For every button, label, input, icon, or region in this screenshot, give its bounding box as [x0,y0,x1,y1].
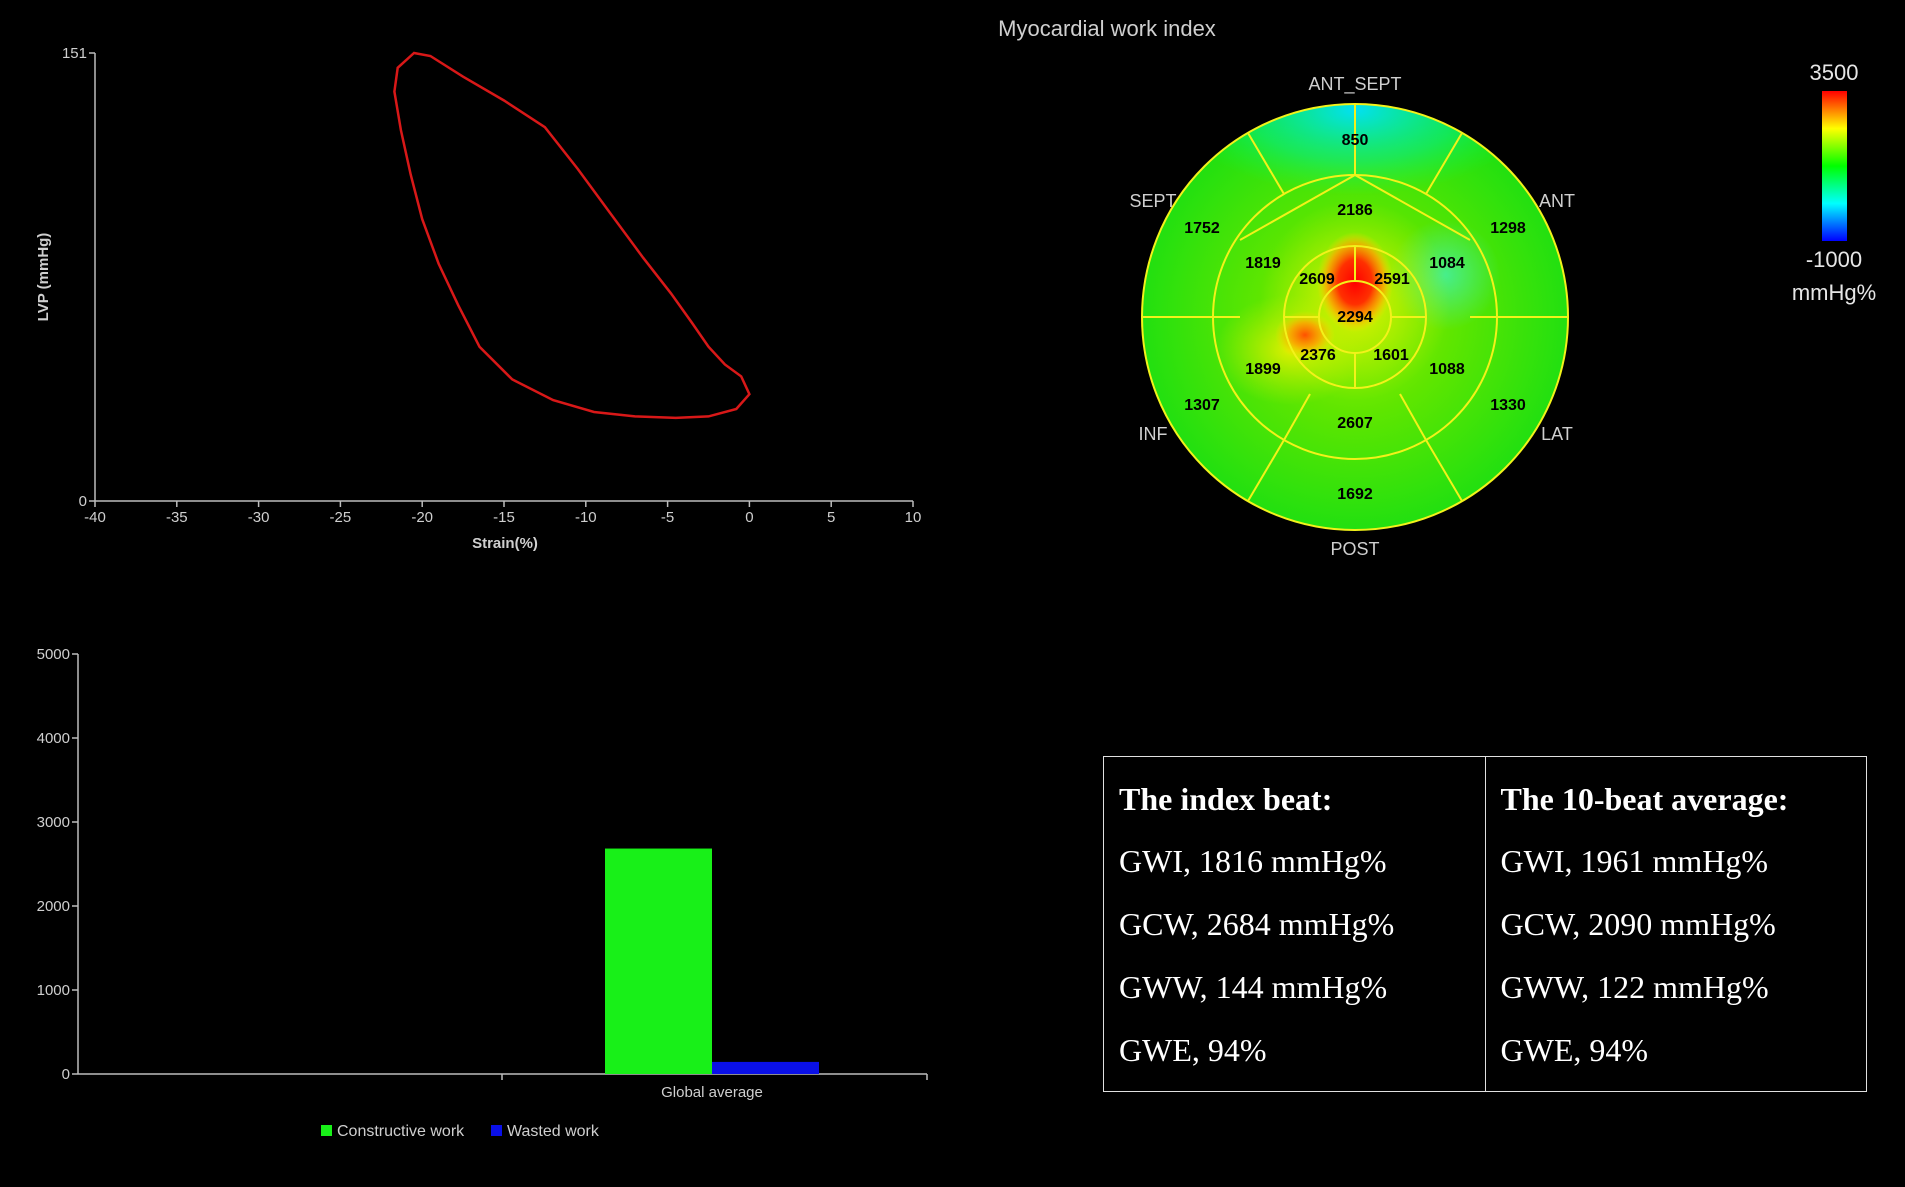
loop-x-tick-label: 5 [827,509,835,526]
average-gww: GWW, 122 mmHg% [1500,969,1769,1005]
bar-y-tick-label: 0 [62,1066,70,1083]
average-column: The 10-beat average: GWI, 1961 mmHg% GCW… [1484,757,1867,1091]
wall-label-post: POST [1330,539,1379,559]
loop-y-axis-title: LVP (mmHg) [35,233,52,322]
segment-value-mid-post: 2607 [1337,415,1373,432]
global-work-bar-chart: 0 1000 2000 3000 4000 5000 Global average Con… [37,646,928,1140]
average-title: The 10-beat average: [1500,781,1789,817]
bullseye-segment-lines [1141,103,1569,531]
legend-label-constructive: Constructive work [337,1123,465,1140]
segment-value-basal-ant: 1298 [1490,220,1526,237]
loop-x-ticks: -40 -35 -30 -25 -20 -15 -10 -5 0 5 10 [84,501,921,526]
wall-label-lat: LAT [1541,424,1573,444]
average-gwe: GWE, 94% [1500,1032,1649,1068]
bar-category-label: Global average [661,1084,763,1101]
loop-x-tick-label: -10 [575,509,597,526]
legend-label-wasted: Wasted work [507,1123,600,1140]
loop-x-tick-label: -35 [166,509,188,526]
bar-y-ticks: 0 1000 2000 3000 4000 5000 [37,646,78,1083]
segment-value-mid-inf: 1899 [1245,361,1281,378]
loop-x-tick-label: -25 [330,509,352,526]
segment-value-mid-ant: 1084 [1429,255,1465,272]
segment-value-mid-lat: 1088 [1429,361,1465,378]
segment-value-apex: 2294 [1337,309,1373,326]
bar-constructive-work [605,848,712,1074]
bar-y-tick-label: 5000 [37,646,70,663]
bullseye-plot: Myocardial work index [998,16,1876,559]
segment-value-basal-lat: 1330 [1490,397,1526,414]
index-beat-gcw: GCW, 2684 mmHg% [1119,906,1395,942]
loop-x-tick-label: -20 [411,509,433,526]
loop-x-tick-label: -5 [661,509,674,526]
scale-unit-label: mmHg% [1792,280,1876,305]
loop-x-tick-label: -30 [248,509,270,526]
loop-y-tick-label-max: 151 [62,45,87,62]
segment-value-basal-sept: 1752 [1184,220,1220,237]
average-gwi: GWI, 1961 mmHg% [1500,843,1769,879]
scale-max-label: 3500 [1810,60,1859,85]
segment-value-apical-lat: 1601 [1373,347,1409,364]
index-beat-gwe: GWE, 94% [1119,1032,1267,1068]
bar-y-tick-label: 1000 [37,982,70,999]
average-gcw: GCW, 2090 mmHg% [1500,906,1776,942]
bar-y-tick-label: 3000 [37,814,70,831]
bar-wasted-work [712,1061,819,1074]
bar-y-tick-label: 2000 [37,898,70,915]
loop-y-tick-label-min: 0 [79,493,87,510]
index-beat-column: The index beat: GWI, 1816 mmHg% GCW, 268… [1104,757,1485,1091]
segment-value-basal-ant-sept: 850 [1342,132,1369,149]
pressure-strain-loop-chart: 151 0 -40 -35 -30 -25 -20 -15 -10 -5 0 5 10 Strain… [35,45,921,552]
loop-x-tick-label: 10 [905,509,922,526]
segment-value-basal-inf: 1307 [1184,397,1220,414]
index-beat-gwi: GWI, 1816 mmHg% [1119,843,1387,879]
summary-table: The index beat: GWI, 1816 mmHg% GCW, 268… [1103,756,1867,1092]
loop-x-tick-label: -15 [493,509,515,526]
wall-label-inf: INF [1139,424,1168,444]
legend-swatch-wasted [491,1125,502,1136]
segment-value-mid-sept: 1819 [1245,255,1281,272]
bar-marks [605,848,819,1074]
legend-swatch-constructive [321,1125,332,1136]
bullseye-title: Myocardial work index [998,16,1216,41]
segment-value-apical-inf: 2376 [1300,347,1336,364]
segment-value-mid-ant-sept: 2186 [1337,202,1373,219]
loop-x-axis-title: Strain(%) [472,535,538,552]
segment-value-apical-sept: 2609 [1299,271,1335,288]
color-scale-bar [1822,91,1847,241]
loop-curve [393,51,751,420]
index-beat-gww: GWW, 144 mmHg% [1119,969,1388,1005]
segment-value-apical-ant: 2591 [1374,271,1410,288]
segment-value-basal-post: 1692 [1337,486,1373,503]
loop-x-tick-label: 0 [745,509,753,526]
wall-label-ant-sept: ANT_SEPT [1308,74,1401,95]
index-beat-title: The index beat: [1119,781,1333,817]
bar-y-tick-label: 4000 [37,730,70,747]
scale-min-label: -1000 [1806,247,1862,272]
wall-label-sept: SEPT [1129,191,1176,211]
loop-x-tick-label: -40 [84,509,106,526]
wall-label-ant: ANT [1539,191,1575,211]
